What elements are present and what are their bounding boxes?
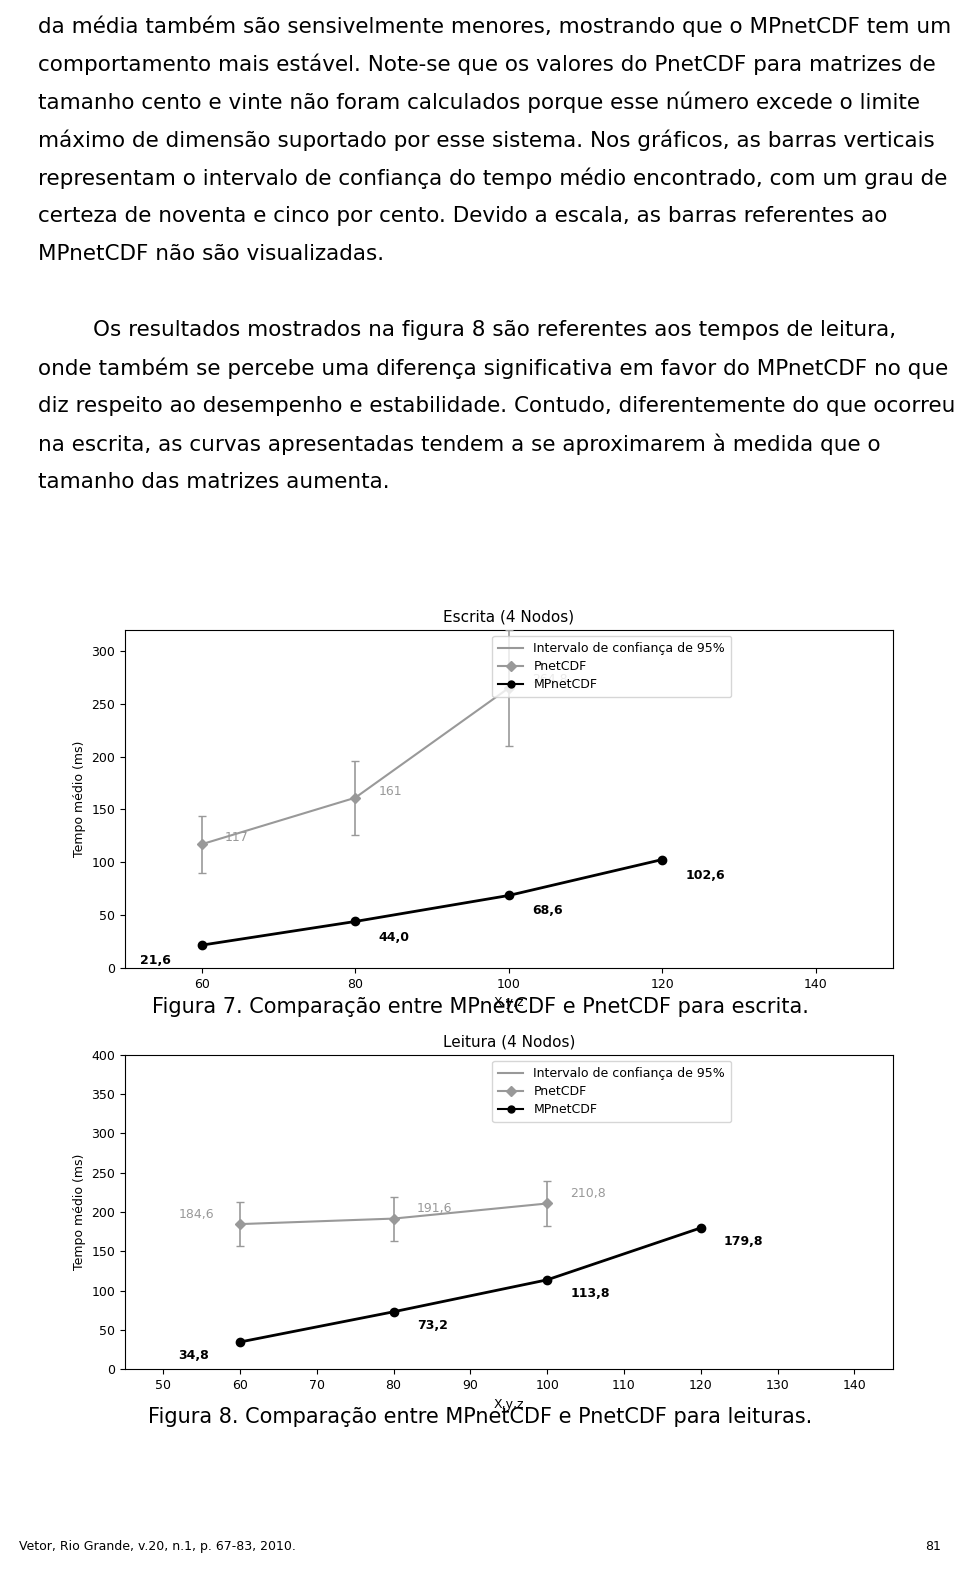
Text: MPnetCDF não são visualizadas.: MPnetCDF não são visualizadas. <box>38 244 385 264</box>
Text: Vetor, Rio Grande, v.20, n.1, p. 67-83, 2010.: Vetor, Rio Grande, v.20, n.1, p. 67-83, … <box>19 1539 296 1554</box>
Text: tamanho cento e vinte não foram calculados porque esse número excede o limite: tamanho cento e vinte não foram calculad… <box>38 91 921 113</box>
Text: na escrita, as curvas apresentadas tendem a se aproximarem à medida que o: na escrita, as curvas apresentadas tende… <box>38 434 881 455</box>
Text: tamanho das matrizes aumenta.: tamanho das matrizes aumenta. <box>38 472 390 491</box>
Text: 81: 81 <box>924 1539 941 1554</box>
Text: 184,6: 184,6 <box>179 1207 214 1221</box>
Title: Escrita (4 Nodos): Escrita (4 Nodos) <box>444 609 574 625</box>
Legend: Intervalo de confiança de 95%, PnetCDF, MPnetCDF: Intervalo de confiança de 95%, PnetCDF, … <box>492 636 732 697</box>
Title: Leitura (4 Nodos): Leitura (4 Nodos) <box>443 1034 575 1050</box>
Text: diz respeito ao desempenho e estabilidade. Contudo, diferentemente do que ocorre: diz respeito ao desempenho e estabilidad… <box>38 395 956 416</box>
Text: 102,6: 102,6 <box>685 869 725 881</box>
Legend: Intervalo de confiança de 95%, PnetCDF, MPnetCDF: Intervalo de confiança de 95%, PnetCDF, … <box>492 1061 732 1122</box>
Text: 179,8: 179,8 <box>724 1236 763 1248</box>
Text: 210,8: 210,8 <box>570 1187 606 1201</box>
Text: 161: 161 <box>378 784 402 798</box>
Text: 73,2: 73,2 <box>417 1319 447 1332</box>
Text: 117: 117 <box>225 831 249 844</box>
Text: comportamento mais estável. Note-se que os valores do PnetCDF para matrizes de: comportamento mais estável. Note-se que … <box>38 54 936 76</box>
Text: Os resultados mostrados na figura 8 são referentes aos tempos de leitura,: Os resultados mostrados na figura 8 são … <box>38 320 897 340</box>
Text: 34,8: 34,8 <box>179 1349 209 1363</box>
Y-axis label: Tempo médio (ms): Tempo médio (ms) <box>73 741 85 856</box>
Text: 264,8: 264,8 <box>532 672 567 686</box>
X-axis label: X,y,z: X,y,z <box>493 1398 524 1410</box>
Text: onde também se percebe uma diferença significativa em favor do MPnetCDF no que: onde também se percebe uma diferença sig… <box>38 357 948 379</box>
Text: Figura 7. Comparação entre MPnetCDF e PnetCDF para escrita.: Figura 7. Comparação entre MPnetCDF e Pn… <box>152 998 808 1017</box>
Text: máximo de dimensão suportado por esse sistema. Nos gráficos, as barras verticais: máximo de dimensão suportado por esse si… <box>38 129 935 151</box>
Text: da média também são sensivelmente menores, mostrando que o MPnetCDF tem um: da média também são sensivelmente menore… <box>38 16 951 38</box>
X-axis label: X,y,z: X,y,z <box>493 996 524 1009</box>
Text: Figura 8. Comparação entre MPnetCDF e PnetCDF para leituras.: Figura 8. Comparação entre MPnetCDF e Pn… <box>148 1407 812 1426</box>
Text: 44,0: 44,0 <box>378 930 409 943</box>
Text: representam o intervalo de confiança do tempo médio encontrado, com um grau de: representam o intervalo de confiança do … <box>38 168 948 189</box>
Text: 68,6: 68,6 <box>532 905 563 918</box>
Y-axis label: Tempo médio (ms): Tempo médio (ms) <box>73 1154 85 1270</box>
Text: certeza de noventa e cinco por cento. Devido a escala, as barras referentes ao: certeza de noventa e cinco por cento. De… <box>38 206 888 225</box>
Text: 191,6: 191,6 <box>417 1203 452 1215</box>
Text: 21,6: 21,6 <box>140 954 171 966</box>
Text: 113,8: 113,8 <box>570 1288 610 1300</box>
